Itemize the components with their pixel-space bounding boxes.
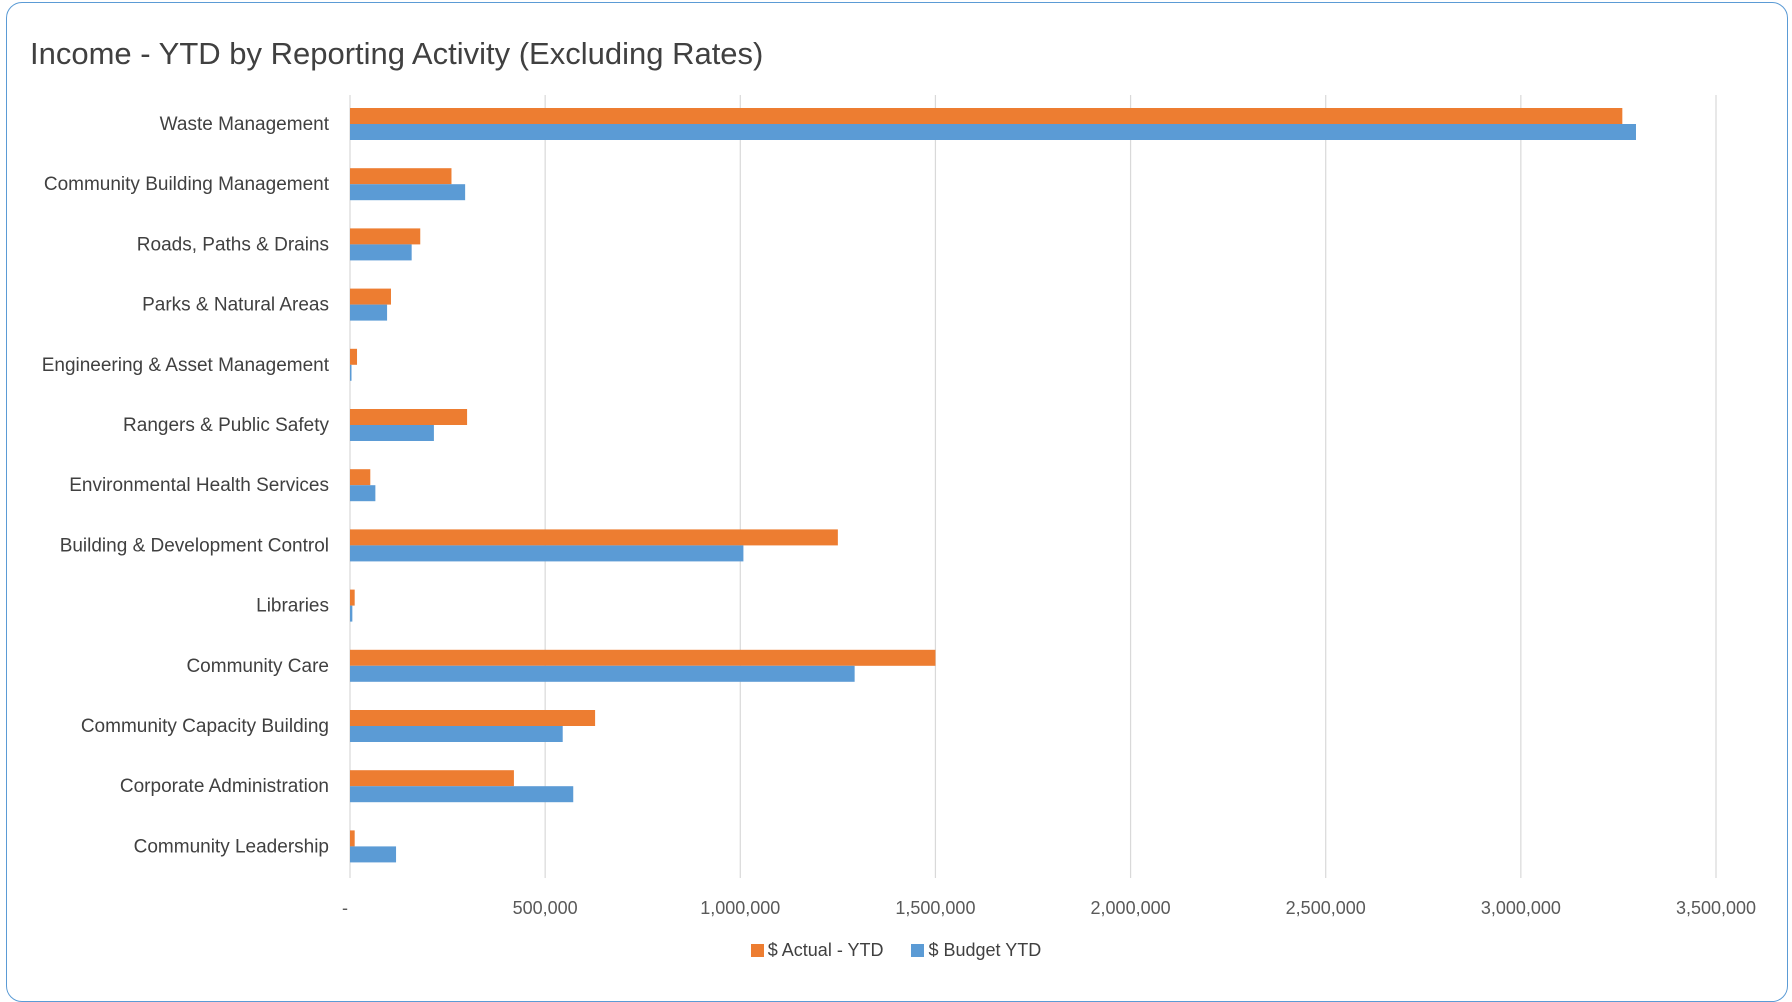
bar-actual-ytd bbox=[350, 348, 358, 365]
bar-budget-ytd bbox=[350, 364, 352, 381]
category-label: Libraries bbox=[256, 596, 329, 617]
bar-budget-ytd bbox=[350, 304, 388, 321]
x-tick-label: 1,500,000 bbox=[895, 898, 975, 918]
bar-budget-ytd bbox=[350, 605, 353, 622]
x-tick-label: - bbox=[342, 898, 348, 918]
bar-budget-ytd bbox=[350, 485, 376, 502]
x-tick-label: 1,000,000 bbox=[700, 898, 780, 918]
category-label: Roads, Paths & Drains bbox=[137, 234, 329, 255]
category-label: Community Care bbox=[186, 656, 329, 677]
bar-actual-ytd bbox=[350, 168, 452, 185]
category-label: Engineering & Asset Management bbox=[42, 355, 330, 376]
category-label: Community Leadership bbox=[134, 836, 329, 857]
bar-actual-ytd bbox=[350, 228, 421, 245]
x-tick-label: 500,000 bbox=[513, 898, 578, 918]
bar-budget-ytd bbox=[350, 425, 434, 441]
category-label: Building & Development Control bbox=[60, 535, 329, 556]
legend-label: $ Actual - YTD bbox=[767, 940, 884, 960]
legend-swatch bbox=[750, 944, 764, 957]
bar-actual-ytd bbox=[350, 409, 468, 425]
bar-budget-ytd bbox=[350, 726, 563, 742]
x-tick-label: 3,000,000 bbox=[1481, 898, 1561, 918]
category-label: Community Capacity Building bbox=[81, 716, 329, 737]
bar-budget-ytd bbox=[350, 786, 574, 803]
legend-label: $ Budget YTD bbox=[928, 940, 1042, 960]
chart-frame bbox=[6, 2, 1788, 1002]
bar-actual-ytd bbox=[350, 589, 355, 606]
bar-actual-ytd bbox=[350, 830, 355, 847]
x-tick-label: 2,500,000 bbox=[1286, 898, 1366, 918]
legend-item: $ Budget YTD bbox=[911, 940, 1041, 961]
category-label: Environmental Health Services bbox=[69, 475, 329, 496]
legend-item: $ Actual - YTD bbox=[750, 940, 884, 961]
bar-budget-ytd bbox=[350, 545, 744, 562]
bar-actual-ytd bbox=[350, 770, 514, 787]
bar-budget-ytd bbox=[350, 124, 1636, 140]
chart-title: Income - YTD by Reporting Activity (Excl… bbox=[30, 36, 764, 71]
bar-actual-ytd bbox=[350, 288, 391, 305]
category-label: Rangers & Public Safety bbox=[123, 415, 329, 436]
bar-actual-ytd bbox=[350, 469, 371, 486]
x-tick-label: 2,000,000 bbox=[1091, 898, 1171, 918]
category-label: Corporate Administration bbox=[120, 776, 329, 797]
legend-swatch bbox=[911, 944, 925, 957]
category-label: Waste Management bbox=[160, 114, 330, 135]
bar-actual-ytd bbox=[350, 529, 838, 546]
bar-budget-ytd bbox=[350, 665, 855, 682]
bar-actual-ytd bbox=[350, 710, 596, 726]
category-label: Parks & Natural Areas bbox=[142, 295, 329, 316]
bar-budget-ytd bbox=[350, 244, 412, 261]
bar-actual-ytd bbox=[350, 108, 1623, 124]
bar-budget-ytd bbox=[350, 184, 466, 201]
bar-actual-ytd bbox=[350, 649, 936, 666]
chart-legend: $ Actual - YTD $ Budget YTD bbox=[0, 940, 1792, 961]
x-tick-label: 3,500,000 bbox=[1676, 898, 1756, 918]
bar-budget-ytd bbox=[350, 846, 397, 863]
category-label: Community Building Management bbox=[44, 174, 330, 195]
